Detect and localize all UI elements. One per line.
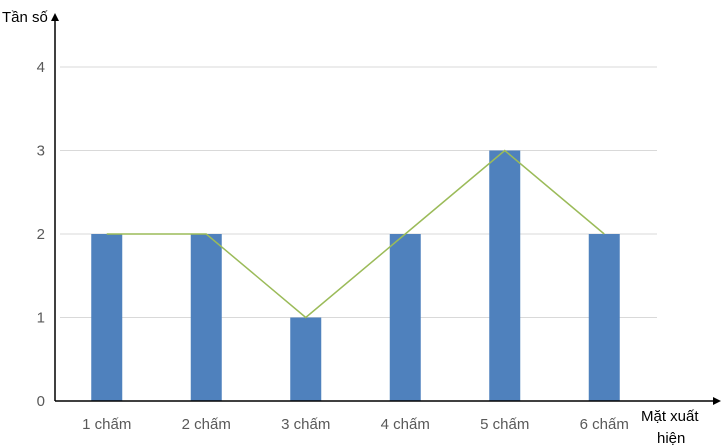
x-tick-label: 6 chấm: [580, 416, 629, 433]
y-axis-title: Tần số: [2, 9, 49, 26]
x-tick-label: 5 chấm: [480, 416, 529, 433]
x-tick-label: 1 chấm: [82, 416, 131, 433]
x-tick-label: 2 chấm: [182, 416, 231, 433]
bar: [91, 234, 122, 401]
bar: [290, 318, 321, 402]
bar: [589, 234, 620, 401]
x-tick-label: 4 chấm: [381, 416, 430, 433]
y-tick-label: 2: [37, 226, 45, 243]
y-tick-label: 0: [37, 393, 45, 410]
bar: [191, 234, 222, 401]
axes: [51, 13, 721, 405]
bar: [390, 234, 421, 401]
y-tick-label: 1: [37, 310, 45, 327]
gridlines: [60, 67, 657, 318]
y-tick-labels: 0 1 2 3 4: [37, 59, 45, 410]
x-axis-title-line1: Mặt xuất: [641, 408, 699, 425]
x-tick-labels: 1 chấm 2 chấm 3 chấm 4 chấm 5 chấm 6 chấm: [82, 416, 629, 433]
bar: [489, 151, 520, 402]
x-tick-label: 3 chấm: [281, 416, 330, 433]
y-tick-label: 4: [37, 59, 45, 76]
x-axis-arrow: [713, 397, 721, 405]
y-axis-arrow: [51, 13, 59, 21]
x-axis-title-line2: hiện: [657, 430, 685, 446]
y-tick-label: 3: [37, 143, 45, 160]
